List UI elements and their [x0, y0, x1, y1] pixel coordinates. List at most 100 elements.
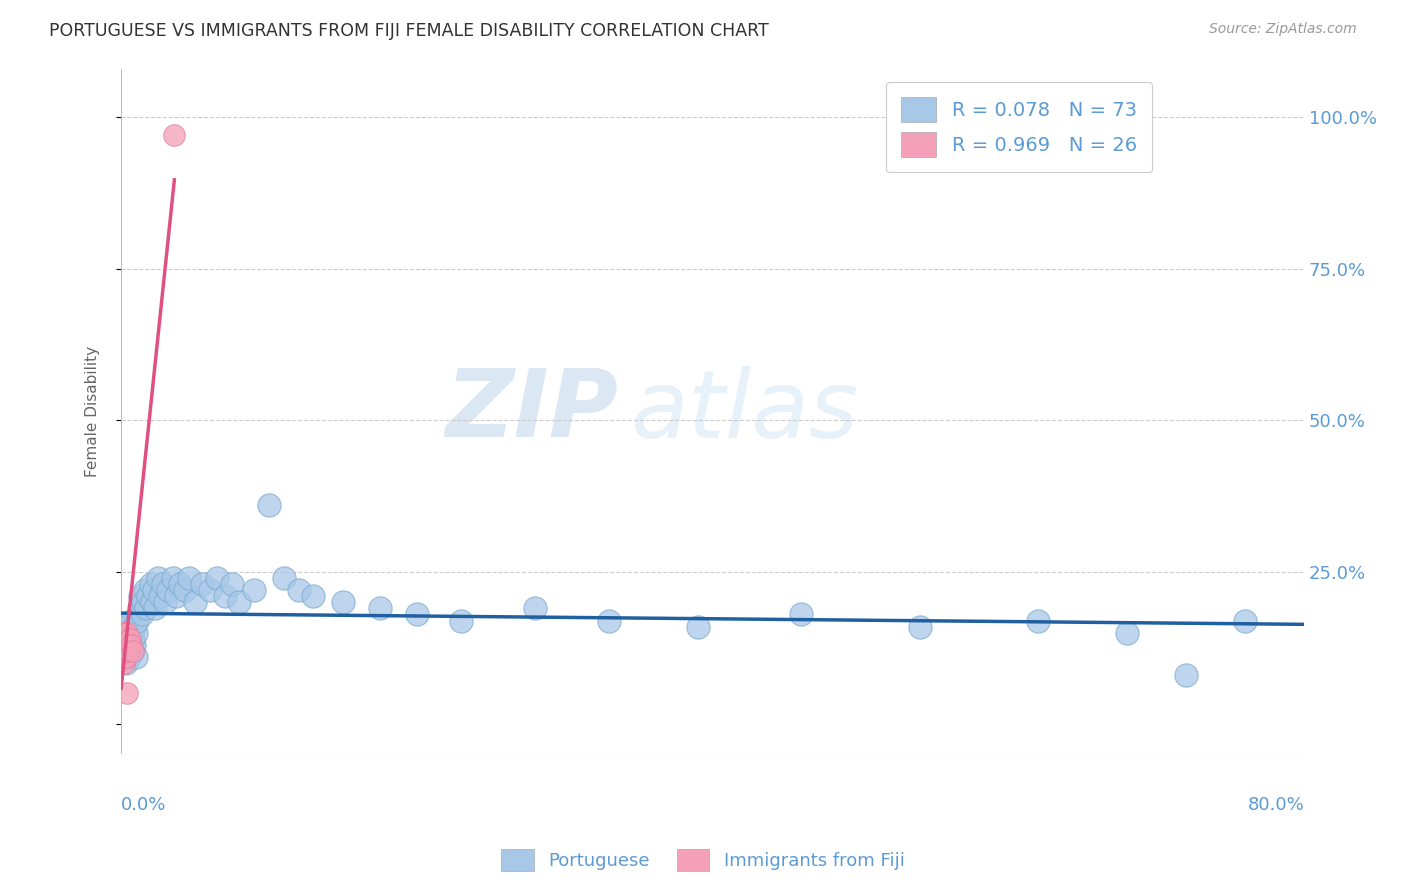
Point: [121, 638, 143, 652]
Point: [110, 638, 132, 652]
Point: [114, 632, 136, 646]
Point: [115, 686, 138, 700]
Point: [118, 619, 141, 633]
Point: [127, 614, 149, 628]
Legend: Portuguese, Immigrants from Fiji: Portuguese, Immigrants from Fiji: [494, 842, 912, 879]
Point: [129, 589, 152, 603]
Point: [908, 619, 931, 633]
Point: [207, 571, 229, 585]
Point: [112, 644, 135, 658]
Text: Source: ZipAtlas.com: Source: ZipAtlas.com: [1209, 22, 1357, 37]
Text: 80.0%: 80.0%: [1247, 797, 1305, 814]
Point: [405, 607, 427, 622]
Point: [287, 583, 309, 598]
Point: [118, 644, 141, 658]
Point: [114, 656, 136, 670]
Point: [128, 601, 150, 615]
Point: [111, 632, 134, 646]
Point: [114, 649, 136, 664]
Point: [118, 632, 141, 646]
Point: [115, 644, 138, 658]
Point: [143, 601, 166, 615]
Point: [125, 649, 148, 664]
Point: [302, 589, 325, 603]
Point: [157, 583, 180, 598]
Point: [118, 632, 141, 646]
Point: [221, 577, 243, 591]
Point: [111, 649, 134, 664]
Point: [146, 571, 169, 585]
Point: [115, 644, 138, 658]
Legend: R = 0.078   N = 73, R = 0.969   N = 26: R = 0.078 N = 73, R = 0.969 N = 26: [886, 82, 1153, 172]
Point: [228, 595, 250, 609]
Point: [273, 571, 295, 585]
Point: [198, 583, 221, 598]
Point: [114, 638, 136, 652]
Point: [152, 577, 174, 591]
Point: [115, 638, 138, 652]
Point: [148, 589, 170, 603]
Point: [142, 583, 165, 598]
Point: [112, 632, 135, 646]
Point: [162, 571, 184, 585]
Point: [1026, 614, 1049, 628]
Point: [111, 649, 134, 664]
Point: [173, 583, 195, 598]
Point: [115, 632, 138, 646]
Text: 0.0%: 0.0%: [121, 797, 166, 814]
Point: [112, 632, 135, 646]
Point: [114, 638, 136, 652]
Point: [368, 601, 391, 615]
Point: [790, 607, 813, 622]
Point: [191, 577, 214, 591]
Point: [132, 595, 155, 609]
Point: [112, 625, 135, 640]
Point: [114, 644, 136, 658]
Point: [179, 571, 201, 585]
Point: [257, 498, 280, 512]
Point: [117, 644, 139, 658]
Point: [112, 656, 135, 670]
Point: [114, 625, 136, 640]
Point: [686, 619, 709, 633]
Point: [111, 638, 134, 652]
Point: [124, 638, 146, 652]
Point: [1233, 614, 1256, 628]
Point: [111, 644, 134, 658]
Point: [121, 638, 143, 652]
Point: [112, 638, 135, 652]
Point: [114, 649, 136, 664]
Point: [141, 595, 163, 609]
Point: [450, 614, 472, 628]
Point: [155, 595, 177, 609]
Point: [139, 577, 162, 591]
Point: [165, 589, 187, 603]
Point: [111, 625, 134, 640]
Point: [117, 638, 139, 652]
Point: [163, 128, 186, 143]
Point: [121, 614, 143, 628]
Point: [115, 619, 138, 633]
Point: [112, 644, 135, 658]
Point: [122, 644, 145, 658]
Point: [332, 595, 354, 609]
Point: [169, 577, 191, 591]
Point: [122, 632, 145, 646]
Point: [598, 614, 620, 628]
Y-axis label: Female Disability: Female Disability: [86, 346, 100, 477]
Point: [125, 625, 148, 640]
Text: ZIP: ZIP: [446, 365, 619, 458]
Point: [1115, 625, 1137, 640]
Point: [111, 638, 134, 652]
Point: [184, 595, 207, 609]
Point: [134, 583, 156, 598]
Point: [112, 619, 135, 633]
Point: [131, 607, 153, 622]
Text: PORTUGUESE VS IMMIGRANTS FROM FIJI FEMALE DISABILITY CORRELATION CHART: PORTUGUESE VS IMMIGRANTS FROM FIJI FEMAL…: [49, 22, 769, 40]
Point: [117, 625, 139, 640]
Point: [136, 589, 159, 603]
Point: [111, 625, 134, 640]
Point: [117, 638, 139, 652]
Point: [115, 625, 138, 640]
Point: [524, 601, 547, 615]
